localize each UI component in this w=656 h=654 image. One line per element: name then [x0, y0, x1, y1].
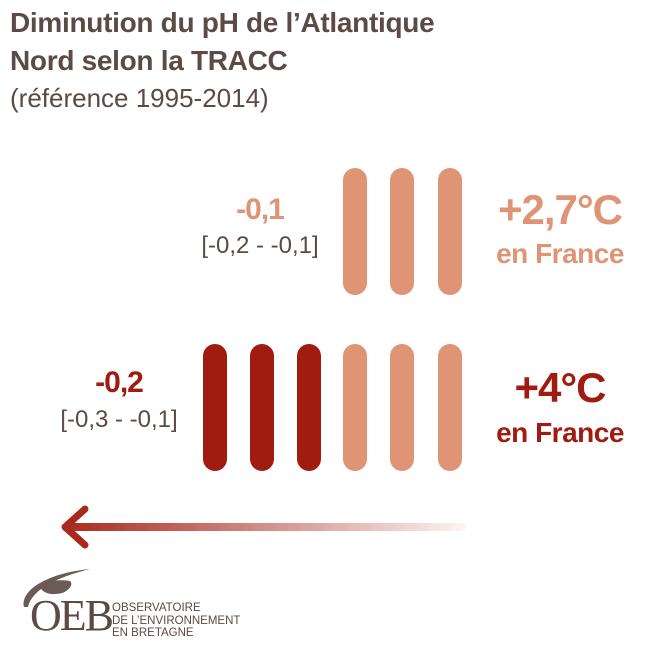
temp-sub-row1: en France — [496, 238, 624, 269]
logo-line-3: EN BRETAGNE — [112, 627, 194, 639]
logo-line-1: OBSERVATOIRE — [112, 602, 201, 614]
title-line-2: Nord selon la TRACC — [10, 45, 288, 76]
pictogram-bar — [343, 344, 367, 471]
pictogram-bar — [297, 344, 321, 471]
page-title: Diminution du pH de l’Atlantique Nord se… — [10, 4, 435, 80]
ph-value-row1: -0,1 — [236, 193, 285, 226]
logo-line-2: DE L’ENVIRONNEMENT — [112, 614, 241, 627]
ph-range-row1: [-0,2 - -0,1] — [201, 232, 319, 259]
logo-acronym: OEB — [30, 591, 114, 640]
arrow-left-icon — [61, 505, 466, 549]
pictogram-bar — [438, 344, 462, 471]
ph-range-row2: [-0,3 - -0,1] — [60, 406, 178, 433]
pictogram-bar — [390, 168, 414, 295]
temp-sub-row2: en France — [496, 417, 624, 448]
pictogram-bar — [438, 168, 462, 295]
subtitle: (référence 1995-2014) — [10, 83, 269, 113]
temp-row2: +4°C — [514, 364, 606, 411]
logo-text: OBSERVATOIRE DE L’ENVIRONNEMENT EN BRETA… — [112, 602, 240, 640]
title-line-1: Diminution du pH de l’Atlantique — [10, 7, 435, 38]
brittany-logo-icon — [23, 569, 91, 607]
pictogram-bar — [390, 344, 414, 471]
pictogram-bar — [343, 168, 367, 295]
ph-value-row2: -0,2 — [95, 366, 144, 399]
temp-row1: +2,7°C — [497, 186, 623, 233]
pictogram-bar — [250, 344, 274, 471]
pictogram-bar — [203, 344, 227, 471]
